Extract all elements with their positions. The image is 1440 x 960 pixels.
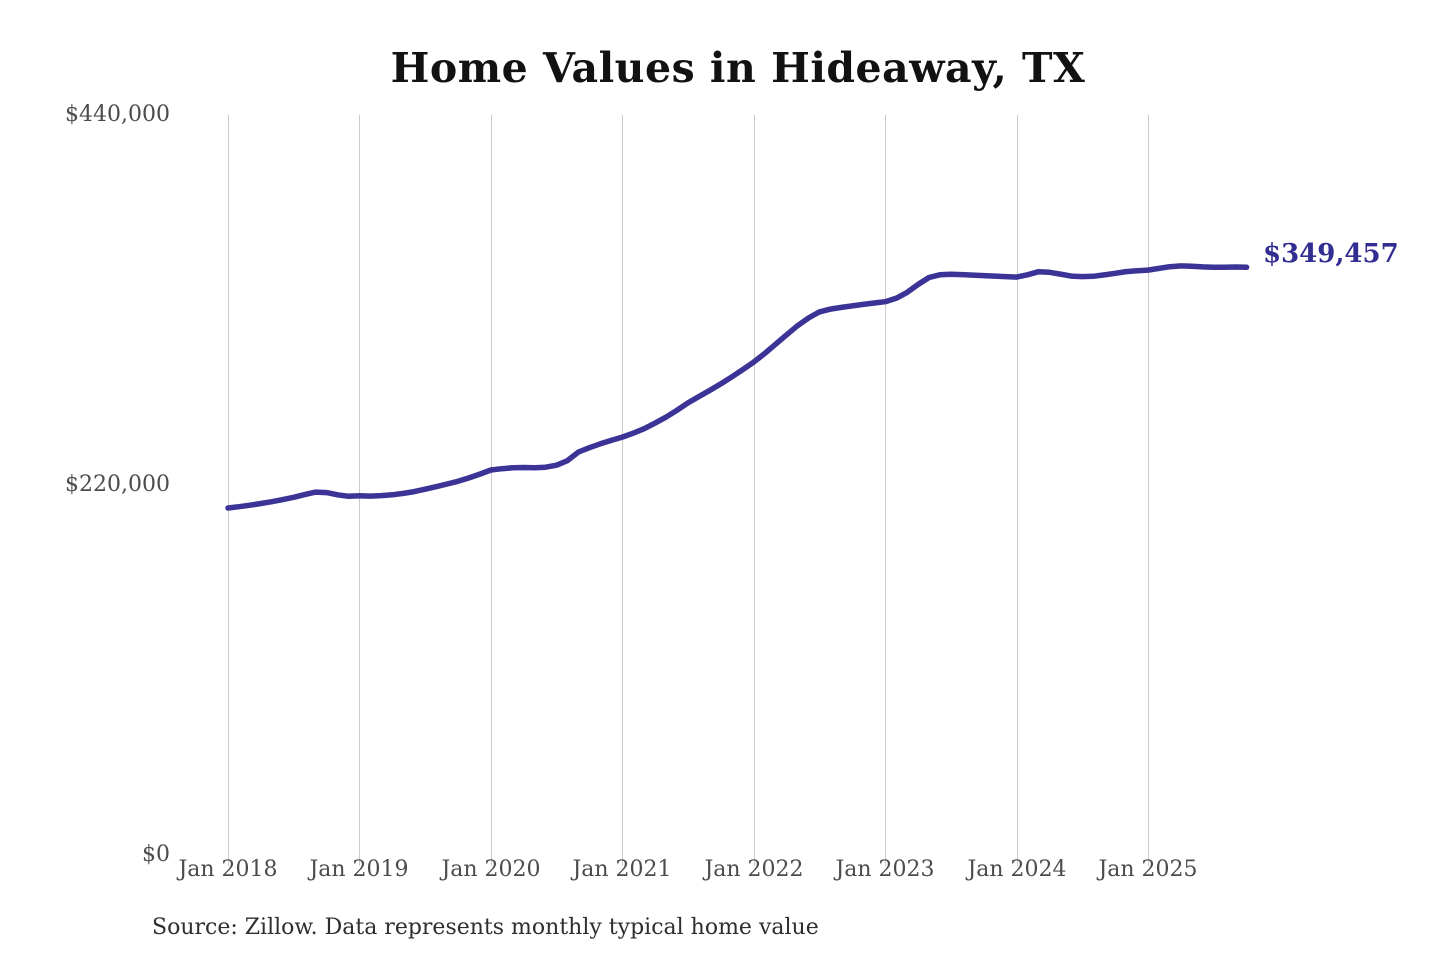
gridline-jan-2020 bbox=[491, 115, 492, 866]
x-axis-tick-jan-2019: Jan 2019 bbox=[309, 857, 409, 882]
x-axis-tick-jan-2024: Jan 2024 bbox=[967, 857, 1067, 882]
x-axis-tick-jan-2018: Jan 2018 bbox=[178, 857, 278, 882]
gridline-jan-2024 bbox=[1017, 115, 1018, 866]
x-axis-tick-jan-2025: Jan 2025 bbox=[1098, 857, 1198, 882]
y-axis-tick-220000: $220,000 bbox=[65, 472, 170, 497]
x-axis-tick-jan-2022: Jan 2022 bbox=[704, 857, 804, 882]
gridline-jan-2021 bbox=[622, 115, 623, 866]
gridline-jan-2023 bbox=[885, 115, 886, 866]
chart-title: Home Values in Hideaway, TX bbox=[390, 44, 1086, 92]
y-axis-tick-440000: $440,000 bbox=[65, 102, 170, 127]
source-note: Source: Zillow. Data represents monthly … bbox=[152, 915, 819, 940]
gridline-jan-2018 bbox=[228, 115, 229, 866]
home-value-line bbox=[225, 263, 1250, 511]
x-axis-tick-jan-2020: Jan 2020 bbox=[441, 857, 541, 882]
gridline-jan-2019 bbox=[359, 115, 360, 866]
x-axis-tick-jan-2021: Jan 2021 bbox=[572, 857, 672, 882]
x-axis-tick-jan-2023: Jan 2023 bbox=[835, 857, 935, 882]
gridline-jan-2025 bbox=[1148, 115, 1149, 866]
gridline-jan-2022 bbox=[754, 115, 755, 866]
latest-value-label: $349,457 bbox=[1263, 239, 1399, 269]
y-axis-tick-0: $0 bbox=[142, 842, 170, 867]
